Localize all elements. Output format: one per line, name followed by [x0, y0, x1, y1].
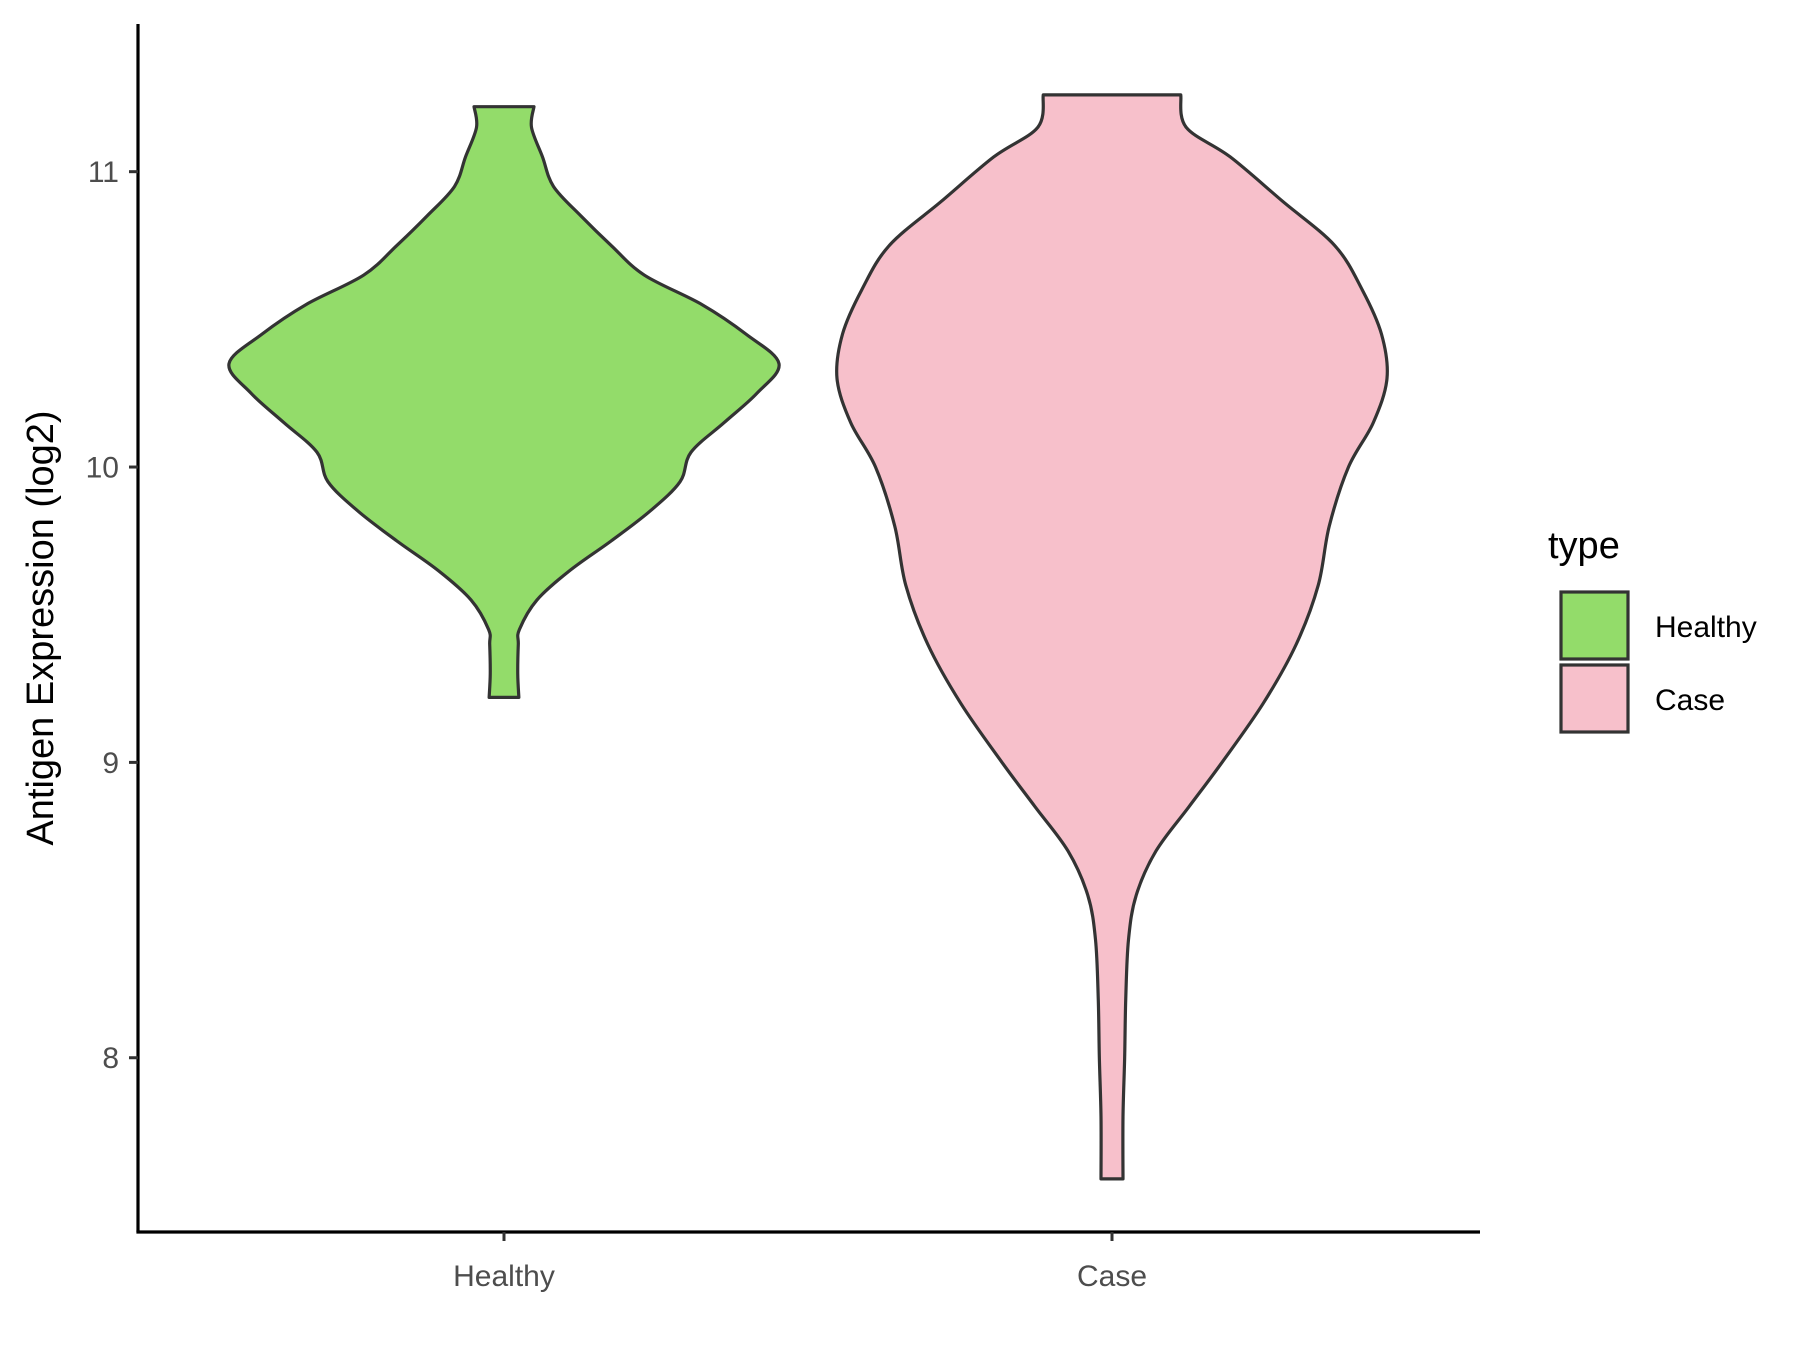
legend-swatch-case [1559, 663, 1630, 734]
x-tick-label: Healthy [453, 1260, 555, 1293]
y-ticks: 8 9 10 11 [86, 156, 138, 1075]
x-tick-label: Case [1077, 1260, 1147, 1293]
violin-healthy [227, 105, 781, 700]
y-tick-label: 11 [88, 156, 119, 189]
y-axis-title: Antigen Expression (log2) [20, 410, 62, 845]
axes-layer [136, 24, 1480, 1234]
legend-title: type [1548, 525, 1620, 567]
x-ticks: Healthy Case [453, 1232, 1147, 1293]
violin-case [835, 93, 1389, 1181]
violin-layer [227, 93, 1389, 1181]
y-tick-label: 8 [102, 1042, 119, 1075]
legend-label-healthy: Healthy [1655, 611, 1757, 644]
legend-label-case: Case [1655, 684, 1725, 717]
y-tick-label: 10 [86, 452, 119, 485]
y-tick-label: 9 [102, 747, 119, 780]
legend: type Healthy Case [1548, 525, 1757, 734]
legend-swatch-healthy [1559, 590, 1630, 661]
legend-items: Healthy Case [1559, 590, 1757, 734]
